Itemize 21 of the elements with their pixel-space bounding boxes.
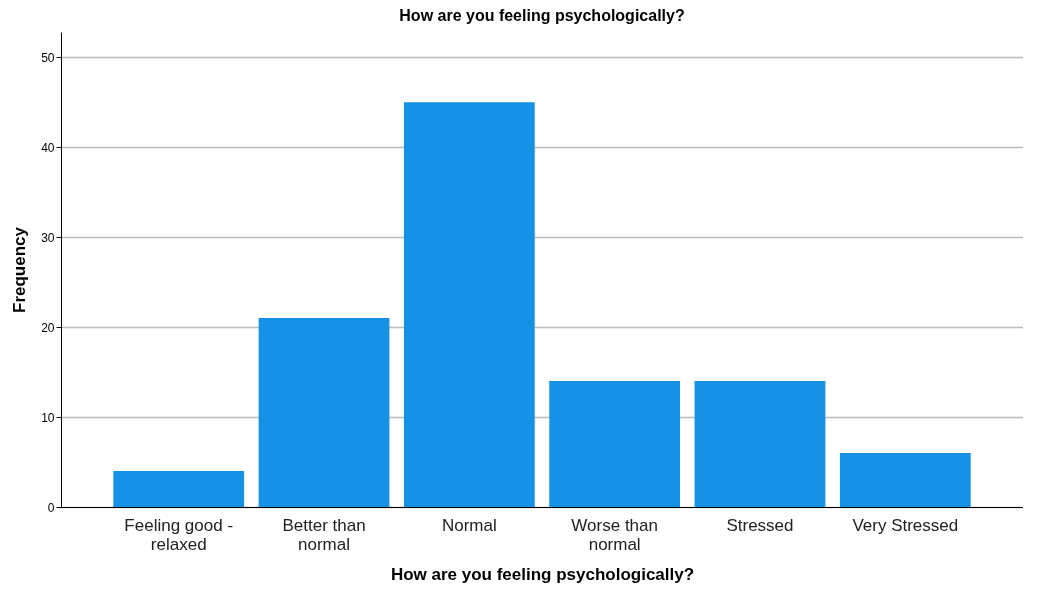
y-tick-label: 20 <box>41 320 55 335</box>
y-tick-label: 40 <box>41 140 55 155</box>
x-tick-label: Feeling good - relaxed <box>124 515 234 554</box>
bar <box>694 381 826 507</box>
bar <box>258 318 390 507</box>
bar <box>113 471 245 507</box>
x-axis-title: How are you feeling psychologically? <box>390 564 695 584</box>
bar <box>403 102 535 507</box>
y-tick-label: 10 <box>41 410 55 425</box>
bar <box>549 381 681 507</box>
y-tick-label: 0 <box>47 500 55 515</box>
x-tick-label: Better than normal <box>282 515 366 554</box>
y-tick-label: 50 <box>41 50 55 65</box>
x-tick-label: Normal <box>441 515 497 535</box>
chart-title: How are you feeling psychologically? <box>399 7 685 24</box>
x-tick-label: Very Stressed <box>852 515 959 535</box>
bar <box>839 453 971 507</box>
y-axis-title: Frequency <box>10 226 30 313</box>
x-tick-label: Stressed <box>726 515 794 535</box>
y-tick-label: 30 <box>41 230 55 245</box>
x-tick-label: Worse than normal <box>571 515 658 554</box>
